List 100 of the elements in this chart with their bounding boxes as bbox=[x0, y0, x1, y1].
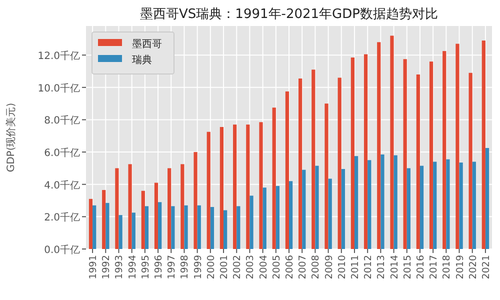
x-tick-label: 2016 bbox=[415, 255, 426, 280]
x-tick-label: 2020 bbox=[468, 255, 479, 280]
x-tick-label: 1993 bbox=[114, 255, 126, 280]
bar bbox=[350, 58, 354, 249]
bar bbox=[184, 205, 188, 249]
bar bbox=[390, 36, 394, 249]
x-tick-label: 2013 bbox=[376, 255, 388, 280]
bar bbox=[106, 202, 110, 249]
bar bbox=[328, 178, 332, 249]
bar bbox=[197, 205, 201, 249]
bar bbox=[132, 212, 136, 249]
bar bbox=[429, 62, 434, 249]
x-tick-label: 1996 bbox=[154, 255, 165, 280]
x-tick-label: 2007 bbox=[298, 255, 309, 280]
bar bbox=[324, 104, 328, 249]
y-tick-label: 6.0千亿 bbox=[44, 147, 80, 160]
bar bbox=[420, 166, 424, 249]
x-tick-label: 2008 bbox=[310, 255, 322, 280]
bar bbox=[442, 51, 446, 249]
bar bbox=[102, 190, 106, 249]
y-tick-label: 8.0千亿 bbox=[44, 114, 80, 127]
bar bbox=[180, 164, 184, 249]
bar bbox=[168, 168, 172, 249]
bar bbox=[416, 74, 420, 249]
bar bbox=[380, 154, 384, 249]
legend-label: 瑞典 bbox=[132, 54, 152, 66]
bar bbox=[468, 72, 472, 249]
bar bbox=[210, 206, 214, 249]
bar bbox=[154, 182, 158, 249]
bar bbox=[338, 78, 342, 249]
x-tick-label: 1992 bbox=[101, 255, 112, 280]
bar bbox=[246, 124, 250, 249]
bar bbox=[128, 164, 132, 249]
bar bbox=[485, 148, 490, 249]
bar bbox=[456, 44, 460, 249]
bar bbox=[364, 54, 368, 249]
bar bbox=[118, 215, 122, 249]
bar bbox=[88, 198, 93, 249]
x-tick-label: 2014 bbox=[389, 255, 400, 280]
y-tick-label: 4.0千亿 bbox=[44, 179, 80, 192]
bar bbox=[233, 124, 237, 249]
y-tick-label: 2.0千亿 bbox=[44, 212, 80, 224]
bar bbox=[459, 162, 463, 249]
y-axis-title: GDP(现价美元) bbox=[5, 102, 17, 172]
bar bbox=[298, 78, 302, 249]
x-tick-label: 2009 bbox=[324, 255, 335, 280]
x-tick-label: 2021 bbox=[480, 255, 492, 280]
bar bbox=[194, 152, 198, 249]
bar bbox=[315, 166, 319, 249]
x-tick-label: 2018 bbox=[442, 255, 453, 280]
x-tick-label: 1995 bbox=[140, 255, 152, 280]
legend-label: 墨西哥 bbox=[132, 39, 162, 50]
x-tick-label: 2006 bbox=[284, 255, 296, 280]
x-tick-label: 2003 bbox=[245, 255, 256, 280]
x-tick-label: 2017 bbox=[428, 255, 440, 280]
bar bbox=[368, 160, 372, 249]
x-tick-label: 2000 bbox=[206, 255, 217, 280]
bar bbox=[354, 156, 358, 249]
x-tick-label: 2001 bbox=[219, 255, 230, 280]
x-tick-label: 2011 bbox=[350, 255, 361, 280]
x-tick-label: 1994 bbox=[127, 255, 138, 280]
bar bbox=[285, 91, 289, 249]
bar bbox=[312, 70, 316, 249]
bar bbox=[446, 159, 450, 249]
bar bbox=[289, 181, 293, 249]
x-tick-label: 1991 bbox=[88, 255, 100, 280]
x-tick-label: 2005 bbox=[271, 255, 282, 280]
x-tick-label: 2015 bbox=[402, 255, 414, 280]
bar bbox=[406, 168, 410, 249]
bar bbox=[250, 196, 254, 249]
bar bbox=[141, 190, 145, 249]
chart-title: 墨西哥VS瑞典：1991年-2021年GDP数据趋势对比 bbox=[140, 7, 438, 22]
bar bbox=[224, 210, 228, 249]
bar bbox=[433, 162, 437, 249]
x-tick-label: 1999 bbox=[192, 255, 204, 280]
y-tick-label: 0.0千亿 bbox=[44, 244, 80, 256]
bar bbox=[403, 59, 407, 249]
bar bbox=[272, 108, 276, 249]
x-tick-label: 2012 bbox=[363, 255, 374, 280]
bar bbox=[341, 169, 345, 249]
bar bbox=[171, 206, 175, 249]
bar bbox=[206, 132, 210, 249]
bar bbox=[482, 40, 486, 249]
bar bbox=[394, 155, 398, 249]
x-tick-label: 2010 bbox=[336, 255, 348, 280]
bar bbox=[262, 188, 266, 249]
bar bbox=[302, 170, 306, 249]
bar bbox=[472, 162, 476, 249]
bar bbox=[115, 168, 119, 249]
bar bbox=[259, 122, 263, 249]
bar bbox=[236, 206, 240, 249]
bar bbox=[377, 42, 381, 249]
bar bbox=[158, 202, 162, 249]
bar bbox=[92, 205, 96, 249]
x-tick-label: 2004 bbox=[258, 255, 270, 280]
y-tick-label: 12.0千亿 bbox=[38, 50, 80, 62]
bar bbox=[144, 206, 149, 249]
x-tick-label: 1998 bbox=[180, 255, 191, 280]
x-tick-label: 2019 bbox=[454, 255, 466, 280]
bar bbox=[220, 126, 224, 249]
